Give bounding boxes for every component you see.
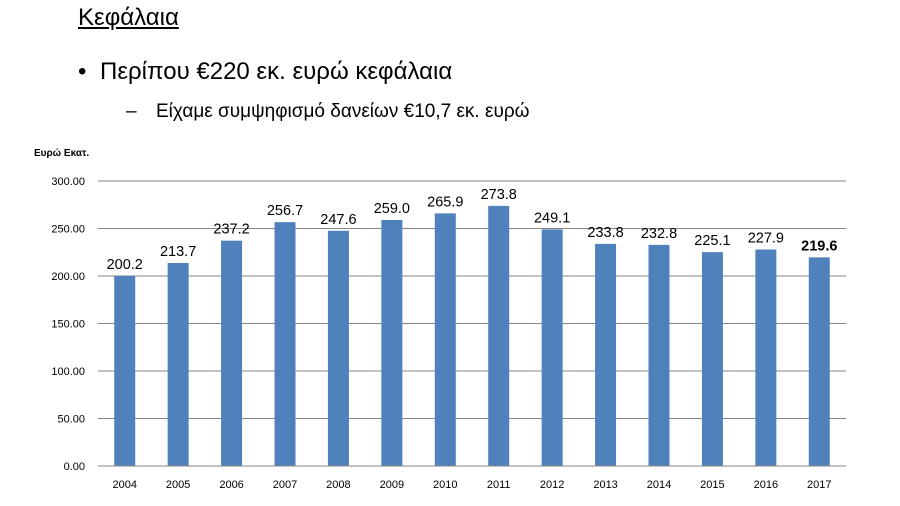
data-label: 225.1 xyxy=(694,233,730,249)
data-label: 233.8 xyxy=(587,225,623,241)
y-tick-label: 200.00 xyxy=(51,271,85,283)
y-tick-label: 50.00 xyxy=(57,414,85,426)
x-tick-label: 2014 xyxy=(647,479,671,491)
bar xyxy=(595,243,617,466)
y-tick-label: 300.00 xyxy=(51,176,85,188)
bar xyxy=(701,252,723,466)
y-axis-title: Ευρώ Εκατ. xyxy=(34,148,89,159)
bar xyxy=(221,240,243,466)
x-tick-label: 2009 xyxy=(380,479,404,491)
x-tick-label: 2007 xyxy=(273,479,297,491)
bullet-text: Περίπου €220 εκ. ευρώ κεφάλαια xyxy=(100,58,453,85)
data-label: 249.1 xyxy=(534,210,570,226)
bar xyxy=(541,229,563,466)
bar xyxy=(648,244,670,466)
capital-bar-chart: Ευρώ Εκατ. 0.00 50.00 100.00 150.00 200.00 25… xyxy=(34,148,846,491)
data-label: 200.2 xyxy=(107,257,143,273)
x-tick-label: 2016 xyxy=(754,479,778,491)
bar xyxy=(808,257,830,466)
x-tick-label: 2013 xyxy=(593,479,617,491)
data-label: 227.9 xyxy=(748,230,784,246)
slide-title: Κεφάλαια xyxy=(78,4,179,31)
bar xyxy=(114,275,136,466)
sub-bullet: – Είχαμε συμψηφισμό δανείων €10,7 εκ. ευρ… xyxy=(126,101,530,123)
x-tick-label: 2010 xyxy=(433,479,457,491)
x-tick-label: 2015 xyxy=(700,479,724,491)
data-label: 232.8 xyxy=(641,226,677,242)
bullet-marker: • xyxy=(78,58,87,85)
bar xyxy=(381,219,403,466)
x-tick-labels: 2004 2005 2006 2007 2008 2009 2010 2011 2012 2013… xyxy=(112,479,831,491)
gridlines xyxy=(98,180,846,419)
x-tick-label: 2006 xyxy=(219,479,243,491)
y-tick-label: 0.00 xyxy=(64,461,85,473)
data-label: 237.2 xyxy=(213,222,249,238)
main-bullet: • Περίπου €220 εκ. ευρώ κεφάλαια xyxy=(78,58,452,86)
x-tick-label: 2008 xyxy=(326,479,350,491)
bar xyxy=(434,213,456,466)
bar xyxy=(167,262,189,466)
sub-bullet-marker: – xyxy=(126,101,137,122)
x-tick-label: 2017 xyxy=(807,479,831,491)
y-tick-label: 250.00 xyxy=(51,224,85,236)
y-tick-labels: 0.00 50.00 100.00 150.00 200.00 250.00 300.00 xyxy=(51,176,85,473)
data-label: 265.9 xyxy=(427,194,463,210)
x-tick-label: 2005 xyxy=(166,479,190,491)
sub-bullet-text: Είχαμε συμψηφισμό δανείων €10,7 εκ. ευρώ xyxy=(156,101,530,122)
bars xyxy=(114,205,830,466)
data-label: 259.0 xyxy=(374,201,410,217)
data-label: 256.7 xyxy=(267,203,303,219)
data-label: 219.6 xyxy=(801,238,837,254)
y-tick-label: 150.00 xyxy=(51,319,85,331)
data-label: 213.7 xyxy=(160,244,196,260)
x-tick-label: 2004 xyxy=(112,479,136,491)
bar xyxy=(488,205,510,466)
bar xyxy=(755,249,777,466)
bar xyxy=(274,222,296,466)
data-labels: 200.2 213.7 237.2 256.7 247.6 259.0 265.9 273.8… xyxy=(107,187,838,273)
x-tick-label: 2012 xyxy=(540,479,564,491)
data-label: 273.8 xyxy=(481,187,517,203)
bar xyxy=(327,230,349,466)
data-label: 247.6 xyxy=(320,212,356,228)
x-tick-label: 2011 xyxy=(487,479,511,491)
y-tick-label: 100.00 xyxy=(51,366,85,378)
